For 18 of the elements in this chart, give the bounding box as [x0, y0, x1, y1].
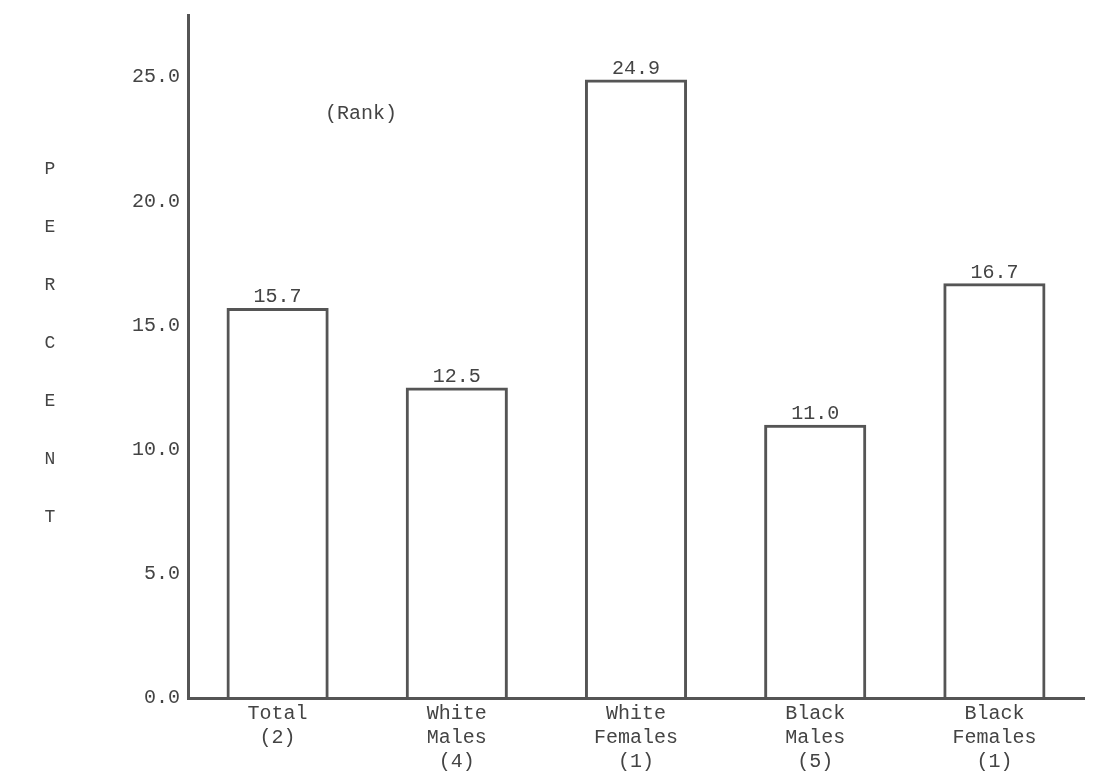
data-label: 24.9	[612, 56, 661, 80]
x-tick-label: Total (2)	[247, 702, 308, 750]
data-label: 12.5	[432, 364, 481, 388]
data-label: 11.0	[791, 402, 840, 426]
x-tick-label: White Males (4)	[426, 702, 487, 774]
x-tick-label: Black Males (5)	[785, 702, 846, 774]
data-label: 16.7	[970, 260, 1019, 284]
y-tick-label: 0.0	[143, 686, 181, 710]
y-tick-label: 10.0	[131, 437, 181, 461]
text: PERCENT	[44, 159, 56, 527]
y-tick-label: 5.0	[143, 562, 181, 586]
x-tick-label: White Females (1)	[594, 702, 679, 774]
data-label: 15.7	[253, 285, 302, 309]
annotation: (Rank)	[325, 102, 398, 125]
y-tick-label: 25.0	[131, 65, 181, 89]
y-tick-label: 15.0	[131, 313, 181, 337]
x-tick-label: Black Females (1)	[952, 702, 1037, 774]
y-tick-label: 20.0	[131, 189, 181, 213]
